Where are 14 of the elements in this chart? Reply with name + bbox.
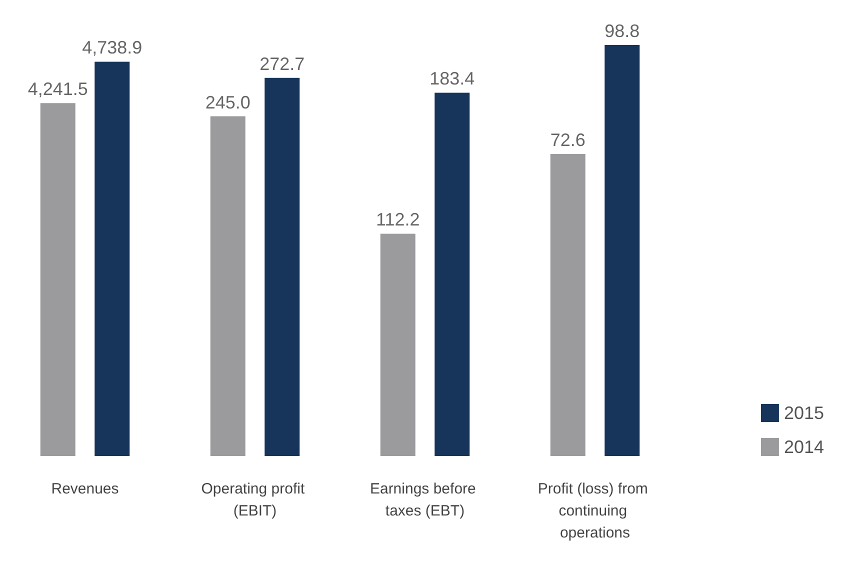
data-label: 245.0 [205, 92, 250, 112]
x-tick-label: Revenues [51, 480, 119, 498]
x-tick-label: Operating profit (EBIT) [201, 480, 309, 520]
data-label: 4,241.5 [28, 79, 88, 100]
x-tick-label: Profit (loss) from continuing operations [538, 480, 652, 542]
x-tick-label: Earnings before taxes (EBT) [370, 480, 480, 520]
data-label: 112.2 [376, 210, 420, 230]
legend-label: 2014 [784, 437, 824, 457]
data-label: 272.7 [260, 54, 305, 74]
data-label: 98.8 [604, 20, 640, 41]
data-label: 4,738.9 [82, 38, 142, 58]
legend-label: 2015 [784, 403, 824, 423]
data-label: 72.6 [550, 130, 586, 150]
data-label: 183.4 [430, 68, 475, 89]
